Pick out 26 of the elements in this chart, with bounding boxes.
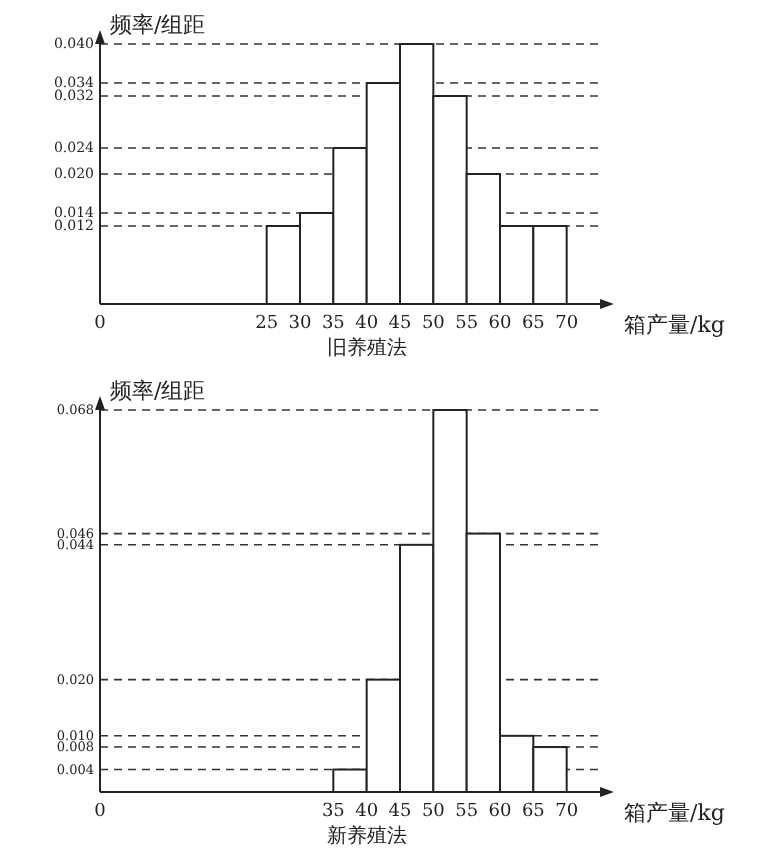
x-tick-label: 50: [421, 314, 446, 334]
text: 新养殖法: [326, 824, 407, 848]
x-tick-label: 45: [388, 802, 412, 822]
x-tick-label: 65: [521, 314, 546, 334]
text: 旧养殖法: [326, 336, 407, 360]
x-tick-label: 55: [455, 802, 479, 822]
x-tick-label: 40: [355, 314, 379, 334]
x-tick-label: 60: [488, 802, 512, 822]
x-tick-label: 40: [355, 802, 379, 822]
x-tick-label: 0: [94, 314, 107, 334]
x-tick-label: 50: [421, 802, 446, 822]
x-tick-label: 60: [488, 314, 512, 334]
x-tick-label: 70: [555, 802, 579, 822]
x-tick-label: 35: [321, 802, 346, 822]
x-tick-label: 45: [388, 314, 412, 334]
x-tick-label: 25: [255, 314, 279, 334]
x-tick-label: 65: [521, 802, 546, 822]
x-tick-label: 35: [321, 314, 346, 334]
y-axis-title: 频率/组距: [110, 12, 206, 38]
x-tick-label: 70: [555, 314, 579, 334]
x-tick-label: 0: [94, 802, 107, 822]
x-axis-title: 箱产量/kg: [624, 800, 725, 826]
x-tick-label: 55: [455, 314, 479, 334]
x-tick-label: 30: [288, 314, 312, 334]
x-axis-title: 箱产量/kg: [624, 312, 725, 338]
y-axis-title: 频率/组距: [110, 378, 206, 404]
